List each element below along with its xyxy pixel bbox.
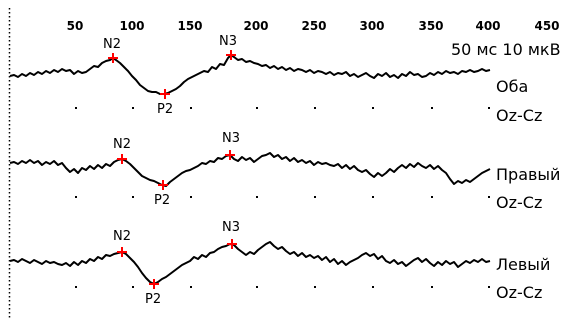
grid-dot (431, 107, 433, 109)
peak-label-n2: N2 (113, 137, 131, 152)
tick-label: 450 (534, 19, 559, 33)
grid-dot (372, 196, 374, 198)
grid-dots (75, 107, 490, 288)
trace-label-both: Оба (496, 77, 528, 96)
peak-label-n3: N3 (222, 131, 240, 146)
waveform-trace (9, 54, 491, 95)
grid-dot (488, 196, 490, 198)
trace-group-both: N2 P2 N3 Оба Oz-Cz (9, 34, 542, 125)
grid-dot (314, 107, 316, 109)
peak-label-p2: P2 (145, 292, 161, 307)
tick-label: 350 (418, 19, 443, 33)
peak-marker-n3 (225, 150, 235, 160)
trace-label-left: Левый (496, 255, 550, 274)
tick-label: 100 (119, 19, 144, 33)
trace-group-right: N2 P2 N3 Правый Oz-Cz (9, 131, 560, 212)
tick-label: 400 (475, 19, 500, 33)
grid-dot (488, 286, 490, 288)
grid-dot (190, 286, 192, 288)
grid-dot (314, 196, 316, 198)
grid-dot (256, 286, 258, 288)
grid-dot (372, 286, 374, 288)
grid-dot (132, 196, 134, 198)
grid-dot (256, 196, 258, 198)
tick-label: 300 (359, 19, 384, 33)
waveform-trace (9, 152, 491, 187)
peak-label-n3: N3 (222, 220, 240, 235)
peak-marker-n3 (226, 50, 236, 60)
grid-dot (256, 107, 258, 109)
scale-label: 50 мс 10 мкВ (451, 40, 561, 59)
peak-marker-p2 (158, 180, 168, 190)
grid-dot (190, 196, 192, 198)
waveform-trace (9, 241, 491, 285)
grid-dot (132, 107, 134, 109)
tick-label: 200 (243, 19, 268, 33)
trace-group-left: N2 P2 N3 Левый Oz-Cz (9, 220, 550, 307)
grid-dot (314, 286, 316, 288)
grid-dot (75, 107, 77, 109)
peak-label-p2: P2 (157, 102, 173, 117)
time-axis: 50 100 150 200 250 300 350 400 450 (67, 19, 560, 33)
tick-label: 50 (67, 19, 84, 33)
peak-marker-p2 (149, 279, 159, 289)
grid-dot (372, 107, 374, 109)
grid-dot (75, 196, 77, 198)
grid-dot (75, 286, 77, 288)
peak-label-n3: N3 (219, 34, 237, 49)
tick-label: 150 (177, 19, 202, 33)
peak-marker-n3 (227, 239, 237, 249)
peak-marker-p2 (160, 89, 170, 99)
peak-marker-n2 (117, 154, 127, 164)
peak-label-n2: N2 (113, 229, 131, 244)
peak-marker-n2 (117, 247, 127, 257)
peak-label-p2: P2 (154, 193, 170, 208)
peak-label-n2: N2 (103, 37, 121, 52)
tick-label: 250 (301, 19, 326, 33)
grid-dot (431, 196, 433, 198)
channel-label: Oz-Cz (496, 283, 542, 302)
grid-dot (132, 286, 134, 288)
channel-label: Oz-Cz (496, 193, 542, 212)
trace-label-right: Правый (496, 165, 560, 184)
grid-dot (431, 286, 433, 288)
channel-label: Oz-Cz (496, 106, 542, 125)
peak-marker-n2 (108, 53, 118, 63)
grid-dot (488, 107, 490, 109)
grid-dot (190, 107, 192, 109)
